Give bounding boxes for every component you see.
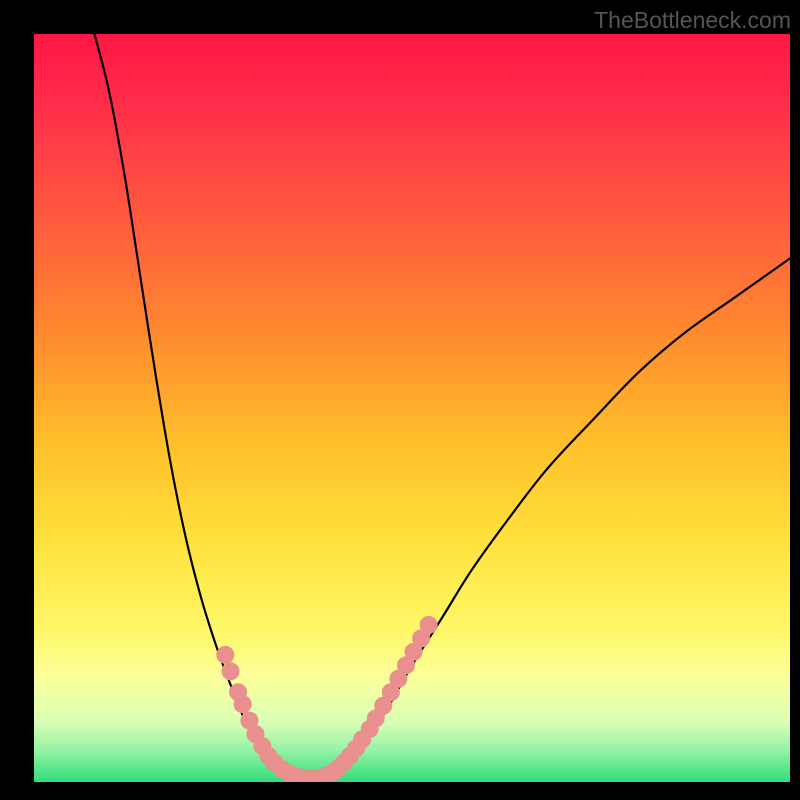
marker-dot xyxy=(234,695,252,713)
marker-dot xyxy=(222,662,240,680)
marker-dot xyxy=(420,616,438,634)
watermark-label: TheBottleneck.com xyxy=(594,7,791,34)
chart-figure xyxy=(0,0,800,800)
plot-area xyxy=(34,34,790,788)
marker-dot xyxy=(216,646,234,664)
stage: TheBottleneck.com xyxy=(0,0,800,800)
